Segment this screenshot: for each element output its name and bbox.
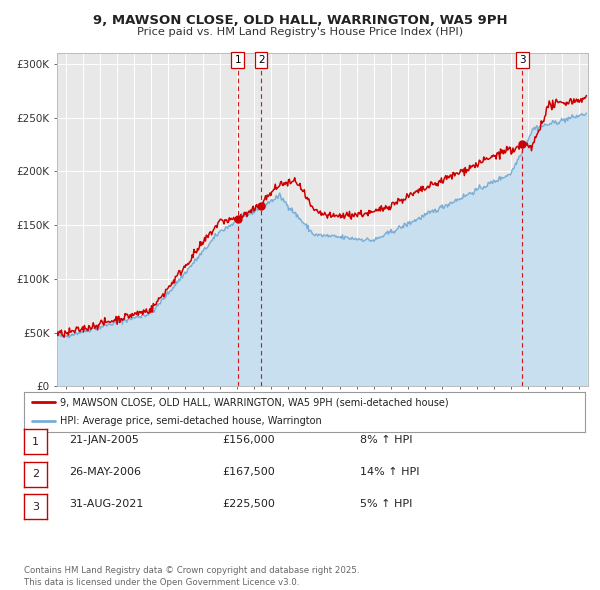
Text: 1: 1 (235, 55, 241, 65)
Text: 5% ↑ HPI: 5% ↑ HPI (360, 500, 412, 509)
Text: 9, MAWSON CLOSE, OLD HALL, WARRINGTON, WA5 9PH (semi-detached house): 9, MAWSON CLOSE, OLD HALL, WARRINGTON, W… (61, 397, 449, 407)
Text: HPI: Average price, semi-detached house, Warrington: HPI: Average price, semi-detached house,… (61, 417, 322, 427)
Text: 9, MAWSON CLOSE, OLD HALL, WARRINGTON, WA5 9PH: 9, MAWSON CLOSE, OLD HALL, WARRINGTON, W… (92, 14, 508, 27)
Text: £225,500: £225,500 (222, 500, 275, 509)
Text: £167,500: £167,500 (222, 467, 275, 477)
Text: 2: 2 (258, 55, 265, 65)
Text: 2: 2 (32, 469, 39, 479)
Text: Price paid vs. HM Land Registry's House Price Index (HPI): Price paid vs. HM Land Registry's House … (137, 27, 463, 37)
Text: 8% ↑ HPI: 8% ↑ HPI (360, 435, 413, 444)
Text: 21-JAN-2005: 21-JAN-2005 (69, 435, 139, 444)
Text: 26-MAY-2006: 26-MAY-2006 (69, 467, 141, 477)
Text: 3: 3 (32, 502, 39, 512)
Text: 1: 1 (32, 437, 39, 447)
Text: 3: 3 (519, 55, 526, 65)
Text: 31-AUG-2021: 31-AUG-2021 (69, 500, 143, 509)
Text: 14% ↑ HPI: 14% ↑ HPI (360, 467, 419, 477)
Text: Contains HM Land Registry data © Crown copyright and database right 2025.
This d: Contains HM Land Registry data © Crown c… (24, 566, 359, 587)
Text: £156,000: £156,000 (222, 435, 275, 444)
